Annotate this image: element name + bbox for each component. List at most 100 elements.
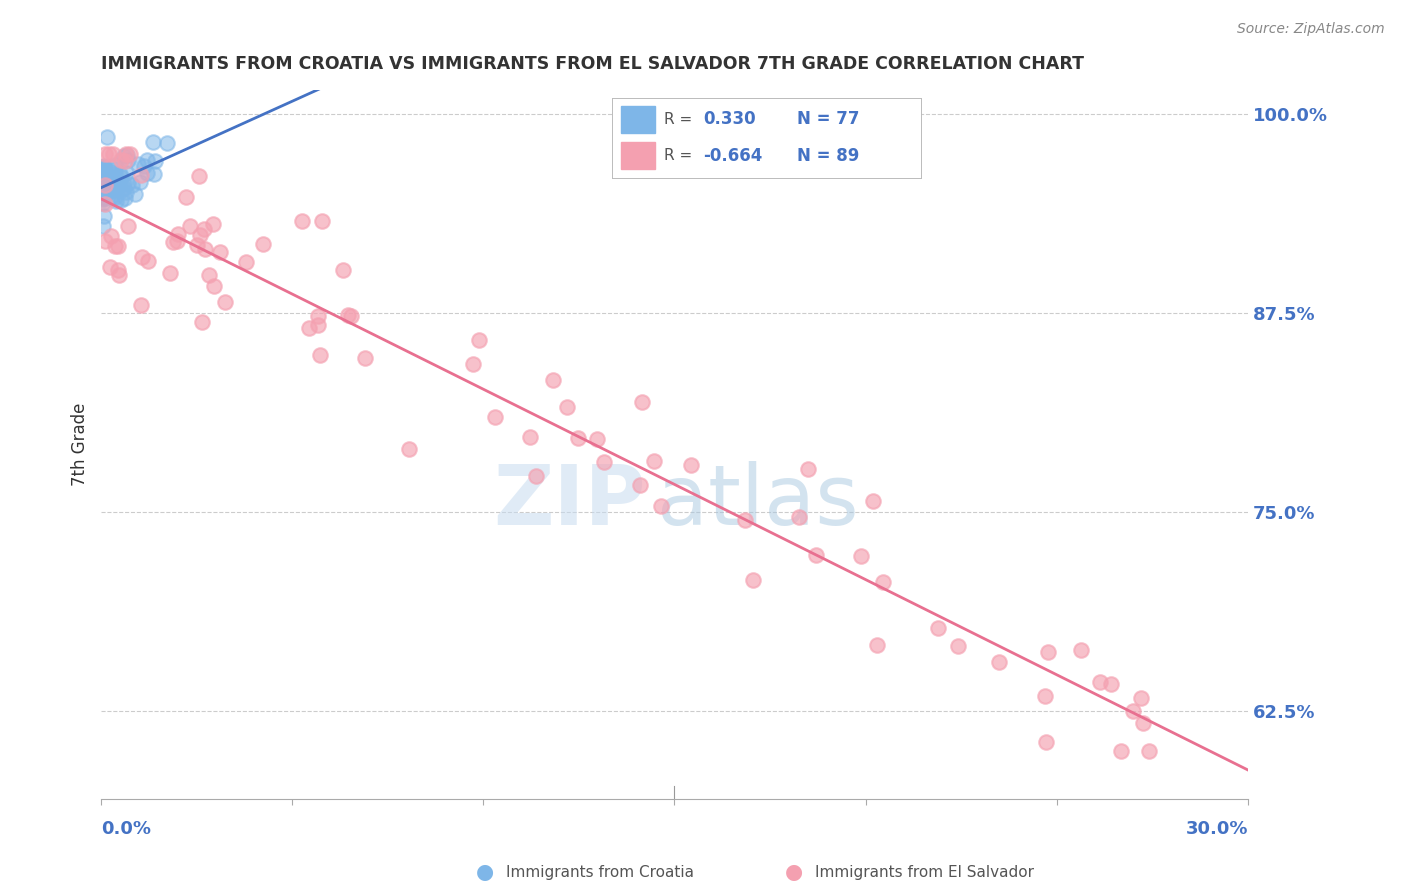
Point: [176, 190, 198, 204]
Bar: [621, 106, 655, 133]
Point: [586, 432, 609, 446]
Point: [93, 175, 115, 189]
Point: [114, 153, 136, 168]
Point: [91, 162, 114, 177]
Point: [117, 219, 139, 234]
Point: [115, 166, 138, 180]
Point: [93, 191, 115, 205]
Point: [107, 177, 129, 191]
Point: [159, 266, 181, 280]
Point: [290, 214, 312, 228]
Point: [193, 222, 215, 236]
Point: [188, 169, 211, 183]
Point: [97, 184, 120, 198]
Point: [94, 183, 117, 197]
Point: [117, 153, 139, 168]
Point: [97, 170, 120, 185]
Point: [630, 395, 652, 409]
Point: [91, 195, 114, 210]
Point: [91, 161, 114, 175]
Point: [104, 159, 127, 173]
Point: [93, 160, 115, 174]
Point: [252, 237, 274, 252]
Point: [202, 217, 225, 231]
Point: [96, 179, 118, 194]
Point: [209, 244, 232, 259]
Point: [91, 163, 114, 178]
Point: [127, 157, 149, 171]
Point: [524, 469, 547, 483]
Point: [93, 165, 115, 179]
Point: [93, 169, 115, 183]
Point: [107, 238, 129, 252]
Point: [1088, 675, 1111, 690]
Point: [214, 295, 236, 310]
Point: [519, 430, 541, 444]
Point: [93, 163, 115, 178]
Point: [308, 348, 330, 362]
Point: [91, 177, 114, 191]
Point: [93, 186, 115, 200]
Point: [104, 189, 127, 203]
Point: [96, 130, 118, 145]
Point: [166, 234, 188, 248]
Point: [93, 159, 115, 173]
Text: ●: ●: [477, 863, 494, 882]
Point: [110, 169, 132, 184]
Point: [91, 171, 114, 186]
Point: [650, 499, 672, 513]
Point: [112, 181, 135, 195]
Point: [307, 318, 329, 333]
Point: [96, 178, 118, 193]
Point: [872, 575, 894, 590]
Point: [353, 351, 375, 365]
Point: [136, 254, 159, 268]
Point: [104, 239, 127, 253]
Point: [337, 308, 360, 322]
Point: [118, 146, 141, 161]
Point: [101, 165, 124, 179]
Point: [100, 260, 122, 274]
Point: [136, 166, 159, 180]
Point: [742, 574, 765, 588]
Point: [115, 148, 138, 162]
Point: [94, 197, 117, 211]
Point: [628, 478, 651, 492]
Point: [1111, 744, 1133, 758]
Point: [94, 185, 117, 199]
Point: [643, 453, 665, 467]
Point: [866, 638, 889, 652]
Point: [114, 146, 136, 161]
Point: [235, 254, 257, 268]
Text: ZIP: ZIP: [494, 460, 645, 541]
Text: R =: R =: [664, 148, 697, 163]
Point: [948, 640, 970, 654]
Point: [93, 183, 115, 197]
Point: [98, 146, 121, 161]
Point: [1137, 744, 1160, 758]
Point: [593, 455, 616, 469]
Text: -0.664: -0.664: [703, 146, 762, 164]
Point: [202, 278, 225, 293]
Point: [112, 149, 135, 163]
Text: N = 89: N = 89: [797, 146, 859, 164]
Point: [179, 219, 201, 234]
Point: [1033, 689, 1056, 703]
Text: Source: ZipAtlas.com: Source: ZipAtlas.com: [1237, 22, 1385, 37]
Point: [91, 179, 114, 194]
Text: N = 77: N = 77: [797, 111, 859, 128]
Point: [1035, 735, 1057, 749]
Point: [129, 175, 152, 189]
Text: Immigrants from El Salvador: Immigrants from El Salvador: [815, 865, 1035, 880]
Point: [135, 153, 157, 167]
Point: [101, 146, 124, 161]
Point: [101, 189, 124, 203]
Text: IMMIGRANTS FROM CROATIA VS IMMIGRANTS FROM EL SALVADOR 7TH GRADE CORRELATION CHA: IMMIGRANTS FROM CROATIA VS IMMIGRANTS FR…: [101, 55, 1084, 73]
Point: [1036, 646, 1059, 660]
Point: [194, 242, 217, 256]
Text: Immigrants from Croatia: Immigrants from Croatia: [506, 865, 695, 880]
Point: [121, 178, 143, 193]
Y-axis label: 7th Grade: 7th Grade: [72, 402, 89, 486]
Point: [543, 373, 565, 387]
Text: R =: R =: [664, 112, 697, 127]
